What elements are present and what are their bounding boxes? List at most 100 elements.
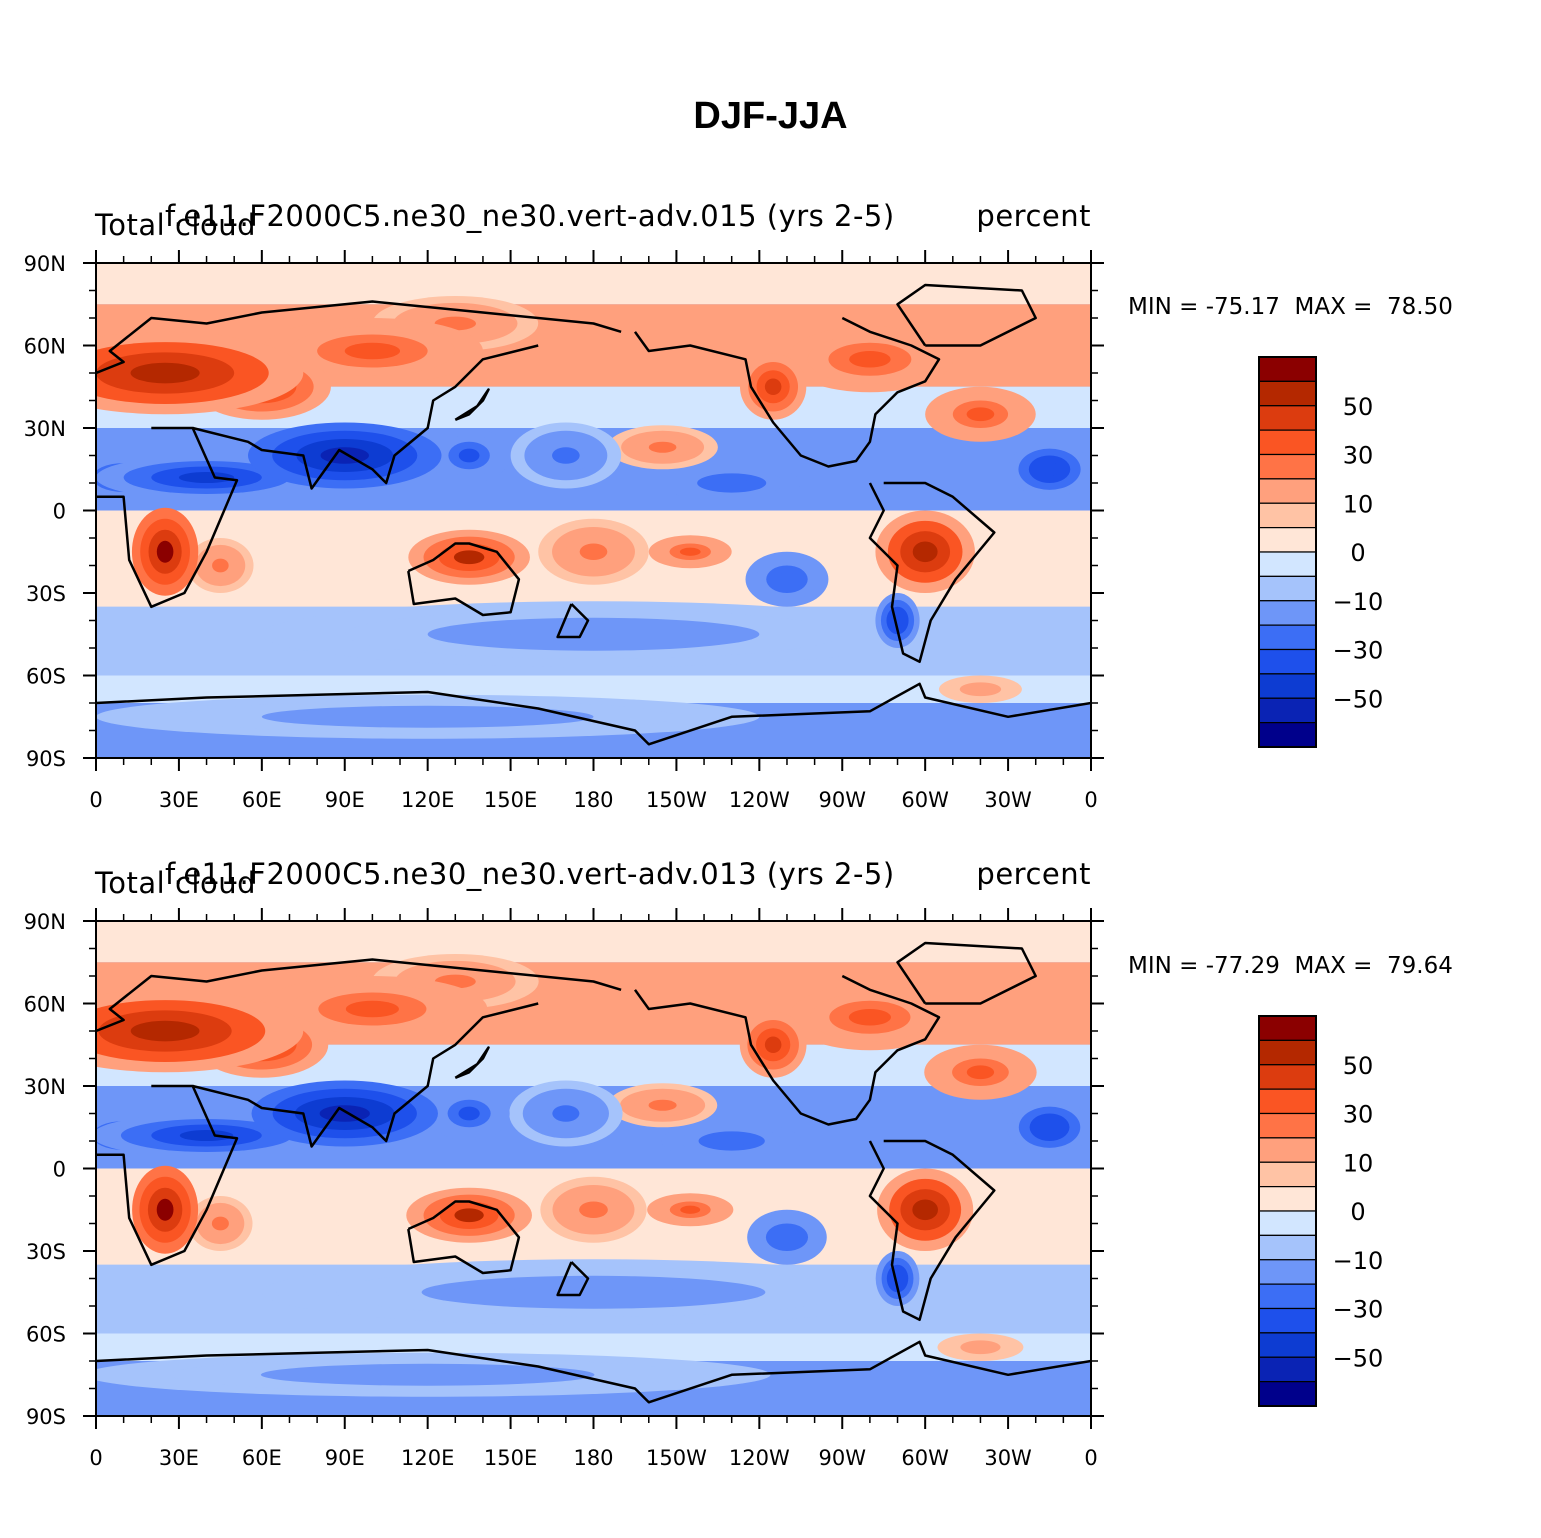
contour-region xyxy=(179,1130,234,1141)
y-tick-label: 30S xyxy=(26,1240,66,1264)
colorbar-box xyxy=(1258,1283,1317,1310)
y-tick-label: 30N xyxy=(24,1075,66,1099)
colorbar-label: 30 xyxy=(1343,1101,1374,1129)
x-tick-label: 150E xyxy=(484,1446,537,1470)
field-band xyxy=(96,263,1091,305)
colorbar-frame xyxy=(1258,1015,1317,1407)
colorbar-box xyxy=(1258,380,1317,407)
coastline xyxy=(556,603,590,639)
coastline xyxy=(868,1139,996,1322)
colorbar-box xyxy=(1258,1381,1317,1407)
case-label: f.e11.F2000C5.ne30_ne30.vert-adv.015 (yr… xyxy=(165,199,895,233)
y-tick-label: 0 xyxy=(53,1158,66,1182)
colorbar-box xyxy=(1258,1332,1317,1358)
contour-region xyxy=(714,478,749,488)
y-tick-label: 30S xyxy=(26,582,66,606)
colorbar-label: −10 xyxy=(1333,588,1384,616)
x-tick-label: 120E xyxy=(401,788,454,812)
map-panel-2: Total cloud f.e11.F2000C5.ne30_ne30.vert… xyxy=(0,0,1541,1470)
colorbar-label: 10 xyxy=(1343,490,1374,518)
coastline xyxy=(192,1002,539,1148)
x-tick-label: 30E xyxy=(159,788,199,812)
x-tick-label: 90E xyxy=(325,1446,365,1470)
map-field xyxy=(96,921,1091,1416)
colorbar-box xyxy=(1258,1137,1317,1163)
colorbar-label: 30 xyxy=(1343,442,1374,470)
contour-region xyxy=(344,342,401,360)
contour-region xyxy=(966,1065,995,1080)
coastline xyxy=(407,1200,521,1275)
colorbar-box xyxy=(1258,1064,1317,1090)
contour-region xyxy=(680,1205,701,1214)
contour-region xyxy=(552,447,580,464)
x-tick-label: 150W xyxy=(646,1446,707,1470)
contour-region xyxy=(347,1369,509,1381)
contour-region xyxy=(211,1216,229,1231)
variable-label: Total cloud xyxy=(95,866,256,900)
contour-region xyxy=(156,540,174,563)
coastline xyxy=(407,542,521,617)
coastline xyxy=(96,300,622,375)
x-tick-label: 30W xyxy=(984,1446,1032,1470)
contour-region xyxy=(156,1198,174,1221)
contour-region xyxy=(458,448,480,463)
colorbar-label: 50 xyxy=(1343,393,1374,421)
contour-region xyxy=(579,543,608,560)
colorbar-box xyxy=(1258,673,1317,699)
colorbar-box xyxy=(1258,1307,1317,1334)
colorbar-box xyxy=(1258,1186,1317,1212)
contour-region xyxy=(849,351,891,368)
y-tick-label: 90N xyxy=(24,910,66,934)
colorbar-box xyxy=(1258,1234,1317,1261)
x-tick-label: 0 xyxy=(89,788,102,812)
contour-region xyxy=(1039,1120,1060,1135)
contour-region xyxy=(130,1020,200,1042)
x-tick-label: 60E xyxy=(242,788,282,812)
contour-region xyxy=(178,472,235,483)
map-panel-1: Total cloud f.e11.F2000C5.ne30_ne30.vert… xyxy=(0,0,1541,812)
colorbar-label: −10 xyxy=(1333,1247,1384,1275)
x-tick-label: 90W xyxy=(819,1446,867,1470)
x-tick-label: 150W xyxy=(646,788,707,812)
coastline xyxy=(96,1084,239,1267)
x-tick-label: 180 xyxy=(573,788,613,812)
min-label: MIN = -75.17 xyxy=(1128,294,1280,320)
x-tick-label: 60E xyxy=(242,1446,282,1470)
coastline xyxy=(96,1340,1091,1404)
colorbar-label: 0 xyxy=(1350,539,1365,567)
colorbar-label: 0 xyxy=(1350,1198,1365,1226)
y-tick-label: 0 xyxy=(53,500,66,524)
minmax-label: MIN = -77.29 MAX = 79.64 xyxy=(1128,953,1453,979)
contour-region xyxy=(776,572,798,587)
max-label: MAX = 78.50 xyxy=(1294,294,1453,320)
contour-region xyxy=(454,1208,484,1223)
colorbar-box xyxy=(1258,722,1317,748)
contour-region xyxy=(764,378,782,395)
contour-region xyxy=(130,362,200,384)
units-label: percent xyxy=(976,857,1091,891)
colorbar-box xyxy=(1258,575,1317,602)
units-label: percent xyxy=(976,199,1091,233)
coastline xyxy=(633,974,941,1126)
contour-region xyxy=(1039,462,1060,477)
contour-region xyxy=(453,550,485,565)
x-tick-label: 30E xyxy=(159,1446,199,1470)
x-tick-label: 150E xyxy=(484,788,537,812)
contour-region xyxy=(966,407,995,422)
colorbar-box xyxy=(1258,1356,1317,1383)
coastline xyxy=(454,1046,490,1079)
colorbar-box xyxy=(1258,1210,1317,1236)
contour-region xyxy=(212,558,229,573)
max-label: MAX = 79.64 xyxy=(1294,953,1453,979)
coastline xyxy=(192,344,539,490)
contour-region xyxy=(344,711,511,723)
y-tick-label: 60N xyxy=(24,993,66,1017)
colorbar: −50 −30 −10 0 10 30 50 xyxy=(1258,356,1384,748)
contour-region xyxy=(648,441,677,453)
x-tick-label: 90W xyxy=(819,788,867,812)
x-tick-label: 60W xyxy=(901,1446,949,1470)
x-tick-label: 30W xyxy=(984,788,1032,812)
colorbar-label: −30 xyxy=(1333,637,1384,665)
coastline xyxy=(556,1261,590,1297)
colorbar-box xyxy=(1258,624,1317,651)
